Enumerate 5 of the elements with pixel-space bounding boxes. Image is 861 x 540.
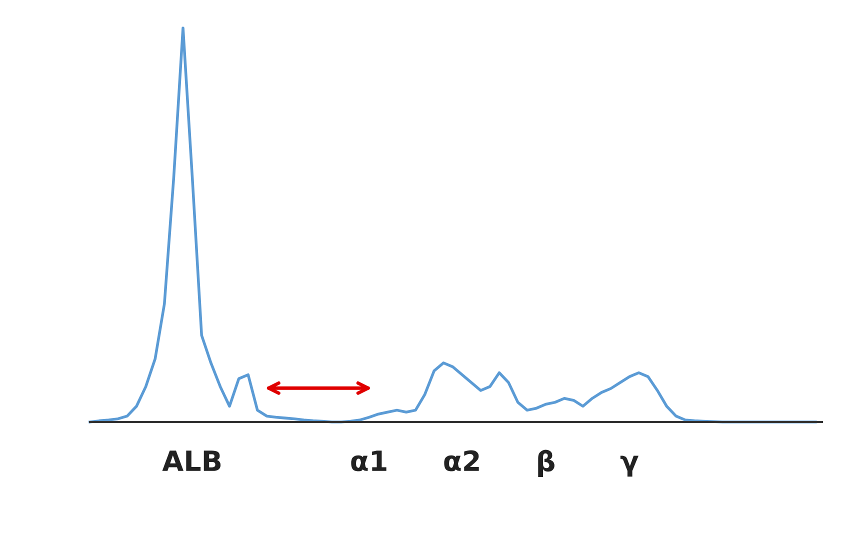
x-tick-label: β bbox=[538, 450, 554, 478]
x-tick-label: ALB bbox=[162, 450, 221, 471]
x-tick-label: γ bbox=[620, 456, 639, 477]
x-tick-label: α2 bbox=[444, 450, 479, 472]
x-tick-label: α1 bbox=[351, 450, 386, 472]
